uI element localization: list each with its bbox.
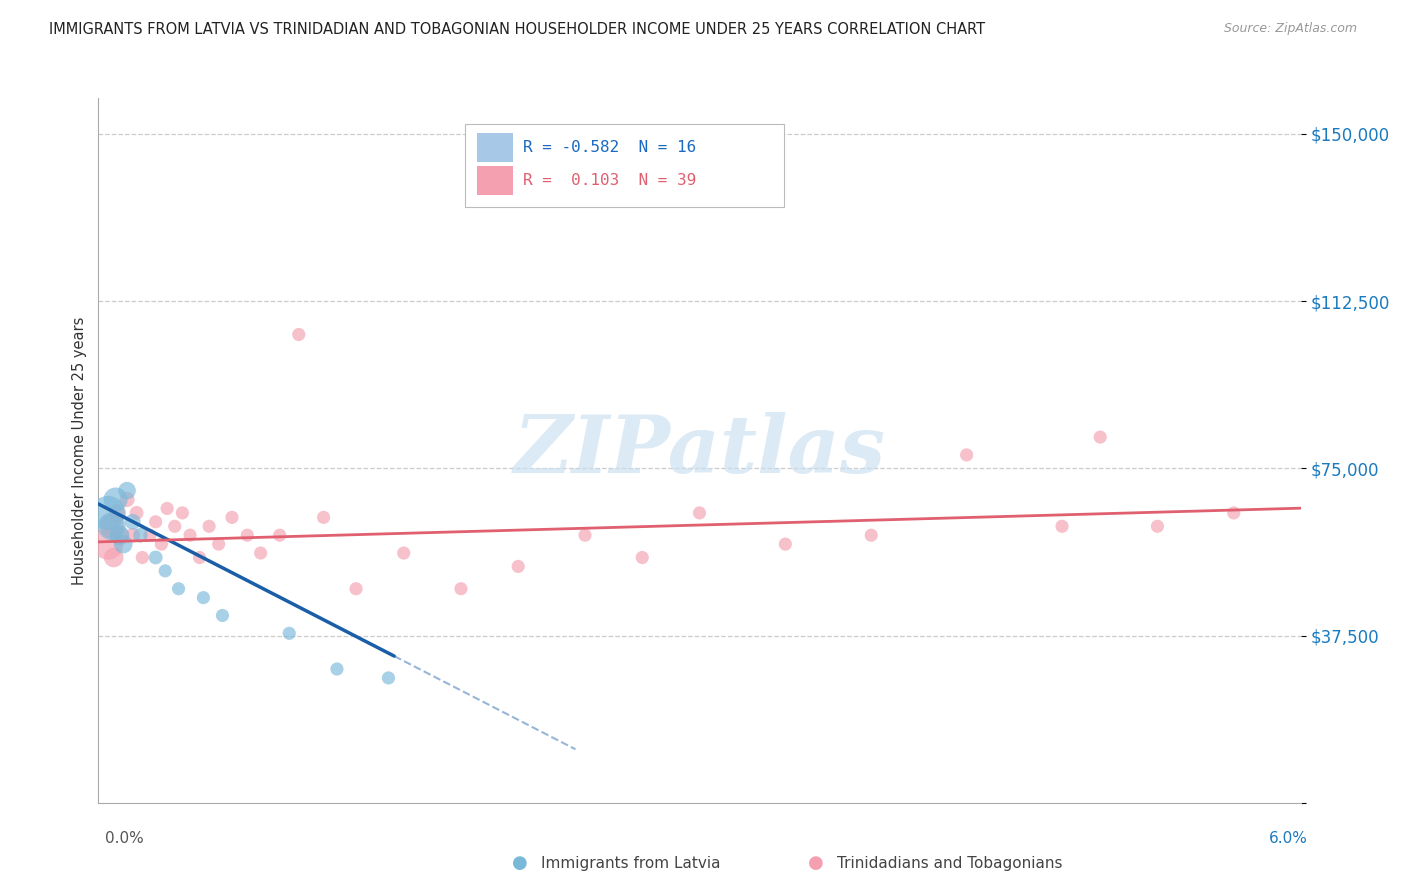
Point <box>112 537 135 551</box>
Point <box>208 537 231 551</box>
Text: IMMIGRANTS FROM LATVIA VS TRINIDADIAN AND TOBAGONIAN HOUSEHOLDER INCOME UNDER 25: IMMIGRANTS FROM LATVIA VS TRINIDADIAN AN… <box>49 22 986 37</box>
Point <box>221 510 243 524</box>
Point <box>688 506 710 520</box>
Point <box>150 537 173 551</box>
Point <box>1146 519 1168 533</box>
Point <box>97 506 120 520</box>
Point <box>198 519 221 533</box>
Point <box>125 506 148 520</box>
Point <box>179 528 201 542</box>
Point <box>450 582 472 596</box>
Point <box>156 501 179 516</box>
Point <box>153 564 177 578</box>
Point <box>249 546 271 560</box>
Point <box>115 483 138 498</box>
Y-axis label: Householder Income Under 25 years: Householder Income Under 25 years <box>72 317 87 584</box>
Point <box>955 448 977 462</box>
Text: R =  0.103  N = 39: R = 0.103 N = 39 <box>523 173 696 188</box>
Point <box>101 519 124 533</box>
Point <box>392 546 415 560</box>
Point <box>163 519 186 533</box>
Point <box>121 515 143 529</box>
Point <box>145 550 167 565</box>
Point <box>326 662 349 676</box>
Text: Trinidadians and Tobagonians: Trinidadians and Tobagonians <box>837 856 1062 871</box>
Point <box>115 492 138 507</box>
Text: R = -0.582  N = 16: R = -0.582 N = 16 <box>523 140 696 155</box>
Point <box>775 537 797 551</box>
Point <box>287 327 309 342</box>
Point <box>269 528 291 542</box>
Point <box>278 626 301 640</box>
Text: ●: ● <box>807 855 824 872</box>
Point <box>172 506 194 520</box>
Text: Immigrants from Latvia: Immigrants from Latvia <box>541 856 721 871</box>
Point <box>211 608 233 623</box>
Point <box>104 492 127 507</box>
Text: Source: ZipAtlas.com: Source: ZipAtlas.com <box>1223 22 1357 36</box>
Point <box>110 528 132 542</box>
Point <box>377 671 399 685</box>
FancyBboxPatch shape <box>465 124 783 207</box>
Point <box>188 550 211 565</box>
Point <box>129 528 152 542</box>
Point <box>1222 506 1246 520</box>
Point <box>121 528 143 542</box>
Point <box>103 550 125 565</box>
Point <box>131 550 153 565</box>
Point <box>312 510 335 524</box>
Point <box>236 528 259 542</box>
FancyBboxPatch shape <box>477 134 513 161</box>
Point <box>193 591 215 605</box>
Point <box>631 550 654 565</box>
Point <box>574 528 596 542</box>
Point <box>145 515 167 529</box>
Point <box>860 528 883 542</box>
Point <box>508 559 530 574</box>
Point <box>108 528 131 542</box>
Point <box>97 537 120 551</box>
Point <box>139 528 162 542</box>
Point <box>107 506 129 520</box>
Point <box>1050 519 1073 533</box>
Text: ●: ● <box>512 855 529 872</box>
Point <box>101 519 124 533</box>
Point <box>167 582 190 596</box>
Text: 0.0%: 0.0% <box>105 831 145 846</box>
Point <box>1088 430 1111 444</box>
Text: 6.0%: 6.0% <box>1268 831 1308 846</box>
Point <box>344 582 367 596</box>
Text: ZIPatlas: ZIPatlas <box>513 412 886 489</box>
FancyBboxPatch shape <box>477 167 513 194</box>
